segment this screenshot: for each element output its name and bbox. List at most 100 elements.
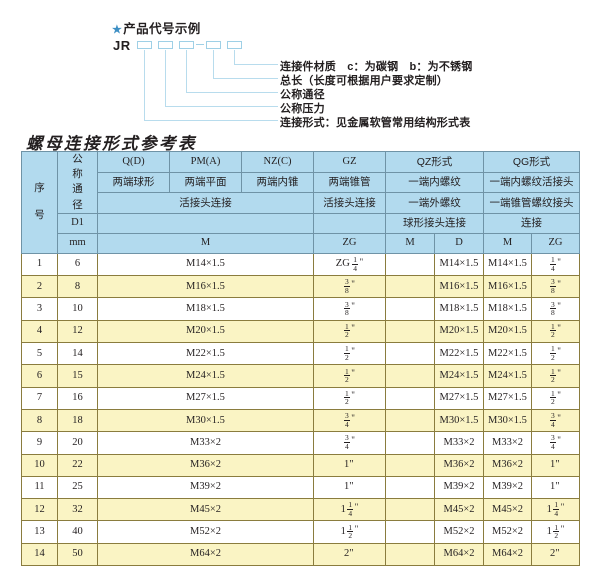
header-group-code-qd: Q(D)	[97, 151, 170, 173]
cell-qz-d: M52×2	[434, 520, 484, 544]
table-row: 3 10 M18×1.5 3 8 " M18×1.5 M18×1.5 3 8 "	[21, 297, 580, 321]
cell-gz-zg: 3 8 "	[313, 275, 386, 299]
leader-line-v-1	[144, 50, 145, 120]
table-row: 6 15 M24×1.5 1 2 " M24×1.5 M24×1.5 1 2 "	[21, 364, 580, 388]
cell-gz-zg: 1 1 2 "	[313, 520, 386, 544]
cell-thread-m-group: M64×2	[97, 542, 314, 567]
cell-nominal-bore: 8	[57, 275, 98, 299]
cell-qz-d: M27×1.5	[434, 386, 484, 410]
table-row: 10 22 M36×2 1" M36×2 M36×2 1"	[21, 453, 580, 477]
header-conn-qz: 一端外螺纹	[385, 192, 484, 214]
cell-nominal-bore: 6	[57, 252, 98, 277]
table-header-row-code: 序 号 公 称 通 径 Q(D) PM(A) NZ(C) GZ QZ形式 QG形…	[21, 151, 580, 254]
cell-qz-d: M16×1.5	[434, 275, 484, 299]
cell-qz-m	[385, 498, 435, 522]
table-row: 1 6 M14×1.5 ZG 1 4 " M14×1.5 M14×1.5 1 4 "	[21, 252, 580, 277]
cell-index: 1	[21, 252, 58, 277]
table-row: 8 18 M30×1.5 3 4 " M30×1.5 M30×1.5 3 4 "	[21, 408, 580, 433]
cell-qg-zg: 3 4 "	[531, 431, 580, 455]
cell-qz-m	[385, 431, 435, 455]
cell-gz-zg: 1 2 "	[313, 319, 386, 344]
header-dn-char-4: 径	[72, 198, 83, 211]
cell-qg-zg: 1 1 2 "	[531, 520, 580, 544]
cell-qz-m	[385, 408, 435, 433]
cell-thread-m-group: M27×1.5	[97, 386, 314, 410]
cell-nominal-bore: 12	[57, 319, 98, 344]
header-group-code-qg: QG形式	[483, 151, 580, 173]
header-dn-char-2: 称	[72, 168, 83, 181]
leader-line-v-5	[234, 50, 235, 64]
table-row: 14 50 M64×2 2" M64×2 M64×2 2"	[21, 542, 580, 567]
header-unit-qg-m: M	[483, 232, 532, 254]
cell-qg-m: M39×2	[483, 475, 532, 500]
cell-qg-zg: 3 8 "	[531, 297, 580, 321]
code-box-1	[137, 41, 152, 49]
cell-qz-m	[385, 275, 435, 299]
product-code-heading-label: 产品代号示例	[123, 22, 201, 36]
code-box-5	[227, 41, 242, 49]
header-desc-qz: 一端内螺纹	[385, 171, 484, 194]
cell-qg-zg: 1 2 "	[531, 364, 580, 388]
cell-thread-m-group: M33×2	[97, 431, 314, 455]
cell-gz-zg: 3 4 "	[313, 431, 386, 455]
cell-qz-d: M20×1.5	[434, 319, 484, 344]
table-header-row-desc: 两端球形 两端平面 两端内锥 两端锥管 一端内螺纹 一端内螺纹活接头	[22, 171, 580, 194]
nut-connection-spec-table: 序 号 公 称 通 径 Q(D) PM(A) NZ(C) GZ QZ形式 QG形…	[21, 151, 580, 567]
cell-qg-m: M18×1.5	[483, 297, 532, 321]
header-conn2-qz: 球形接头连接	[385, 212, 484, 234]
table-header-row-d1: D1 球形接头连接 连接	[22, 212, 580, 234]
table-row: 12 32 M45×2 1 1 4 " M45×2 M45×2 1 1 4 "	[21, 498, 580, 522]
cell-nominal-bore: 16	[57, 386, 98, 410]
leader-line-h-4	[213, 78, 278, 79]
cell-qz-m	[385, 453, 435, 477]
cell-thread-m-group: M22×1.5	[97, 342, 314, 366]
header-unit-m-left: M	[97, 232, 314, 254]
cell-qz-d: M24×1.5	[434, 364, 484, 388]
header-index-col: 序 号	[21, 151, 58, 254]
table-row: 4 12 M20×1.5 1 2 " M20×1.5 M20×1.5 1 2 "	[21, 319, 580, 344]
cell-nominal-bore: 20	[57, 431, 98, 455]
cell-qg-m: M64×2	[483, 542, 532, 567]
cell-thread-m-group: M45×2	[97, 498, 314, 522]
cell-gz-zg: 3 8 "	[313, 297, 386, 321]
cell-qg-zg: 1 2 "	[531, 319, 580, 344]
cell-qg-m: M22×1.5	[483, 342, 532, 366]
header-group-code-nzc: NZ(C)	[241, 151, 314, 173]
cell-nominal-bore: 15	[57, 364, 98, 388]
header-conn2-qg: 连接	[483, 212, 580, 234]
cell-qz-m	[385, 520, 435, 544]
product-code-heading: ★产品代号示例	[112, 18, 201, 37]
cell-qz-d: M14×1.5	[434, 252, 484, 277]
cell-qg-zg: 1 4 "	[531, 252, 580, 277]
header-desc-nzc: 两端内锥	[241, 171, 314, 194]
annotation-total-length: 总长（长度可根据用户要求定制）	[280, 75, 448, 87]
annotation-material: 连接件材质 c：为碳钢 b：为不锈钢	[280, 61, 473, 73]
page-title: 螺母连接形式参考表	[26, 134, 197, 153]
cell-qz-d: M64×2	[434, 542, 484, 567]
header-group-code-qz: QZ形式	[385, 151, 484, 173]
cell-index: 2	[21, 275, 58, 299]
cell-index: 4	[21, 319, 58, 344]
cell-nominal-bore: 22	[57, 453, 98, 477]
header-desc-gz: 两端锥管	[313, 171, 386, 194]
cell-qg-m: M27×1.5	[483, 386, 532, 410]
cell-thread-m-group: M16×1.5	[97, 275, 314, 299]
cell-nominal-bore: 18	[57, 408, 98, 433]
cell-qg-m: M45×2	[483, 498, 532, 522]
cell-nominal-bore: 40	[57, 520, 98, 544]
table-row: 7 16 M27×1.5 1 2 " M27×1.5 M27×1.5 1 2 "	[21, 386, 580, 410]
cell-thread-m-group: M18×1.5	[97, 297, 314, 321]
table-row: 2 8 M16×1.5 3 8 " M16×1.5 M16×1.5 3 8 "	[21, 275, 580, 299]
code-separator-dash	[196, 44, 204, 45]
header-group-code-gz: GZ	[313, 151, 386, 173]
leader-line-v-2	[165, 50, 166, 106]
cell-qz-m	[385, 475, 435, 500]
cell-gz-zg: 1"	[313, 453, 386, 477]
leader-line-v-4	[213, 50, 214, 78]
header-conn2-left	[97, 212, 314, 234]
cell-qz-m	[385, 252, 435, 277]
leader-line-v-3	[186, 50, 187, 92]
cell-thread-m-group: M36×2	[97, 453, 314, 477]
cell-qg-zg: 3 8 "	[531, 275, 580, 299]
cell-thread-m-group: M39×2	[97, 475, 314, 500]
